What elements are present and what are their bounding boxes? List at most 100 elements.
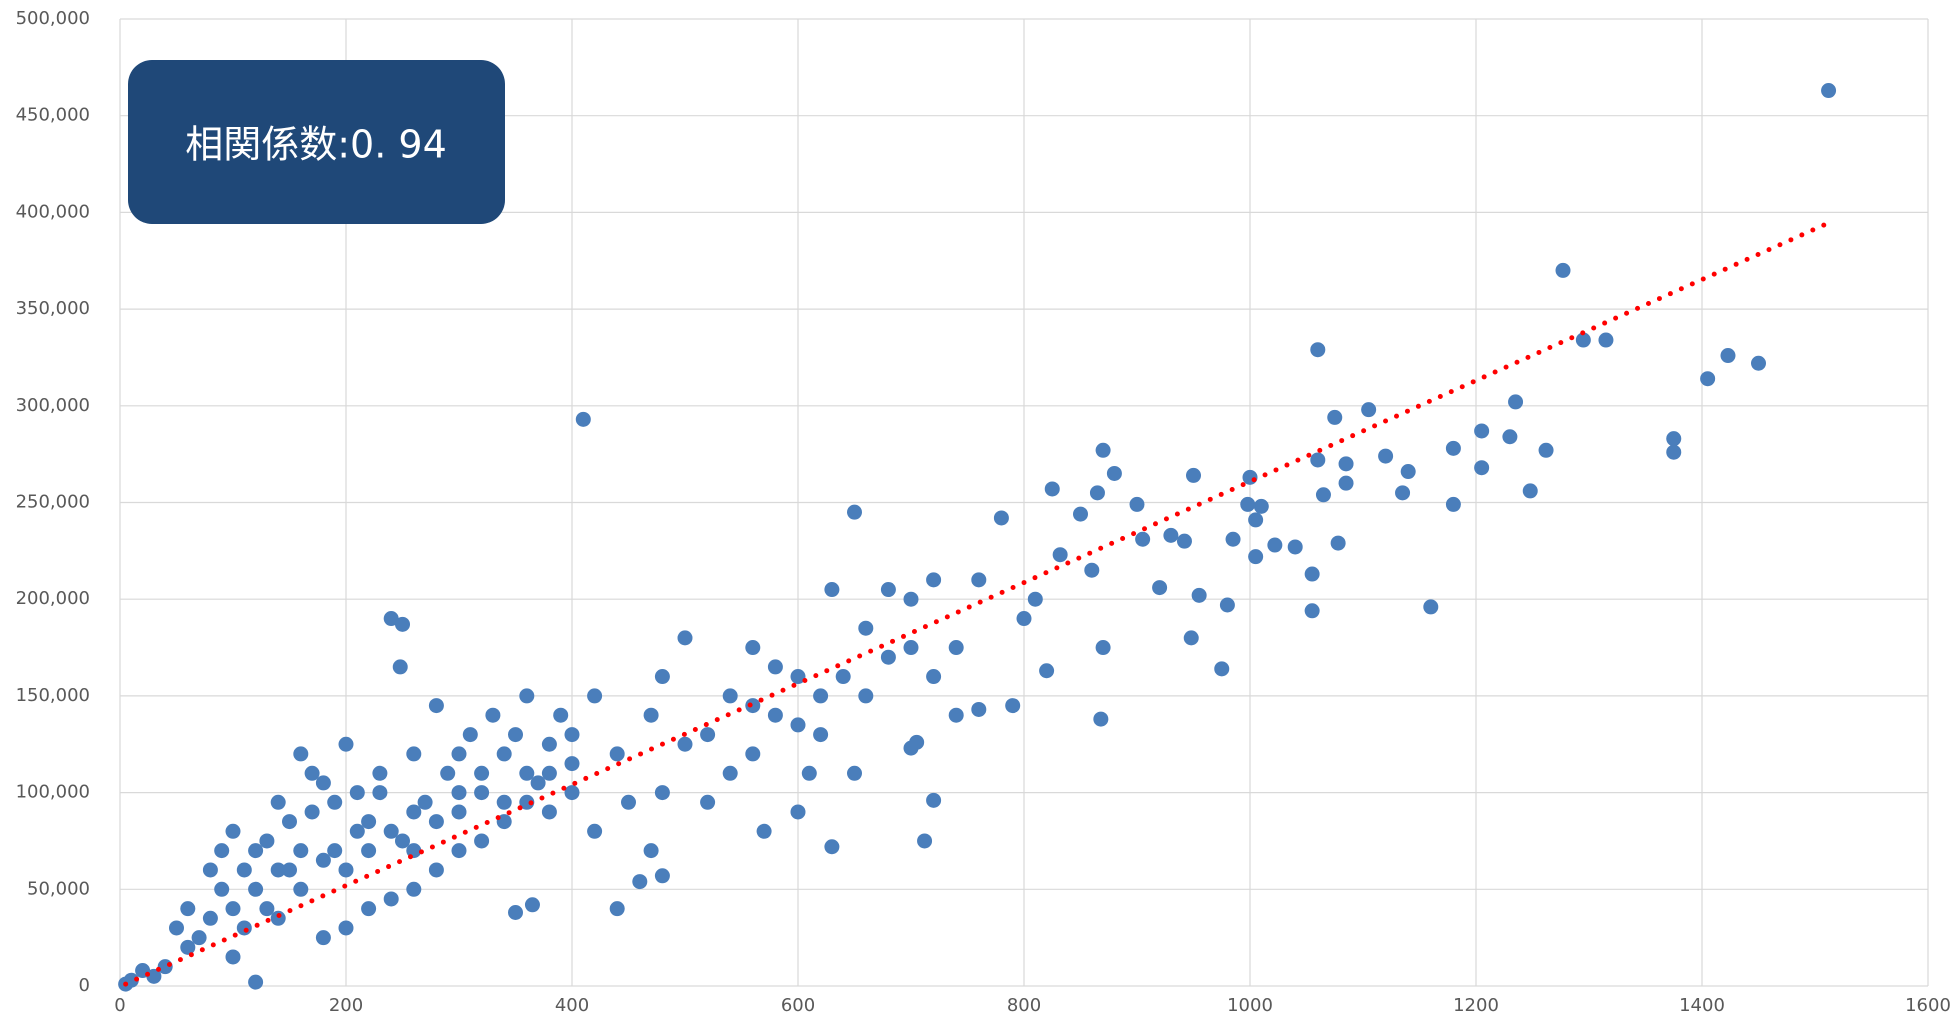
point xyxy=(270,862,286,878)
point xyxy=(847,765,862,781)
point xyxy=(1423,599,1439,615)
point xyxy=(1327,409,1343,425)
point xyxy=(926,572,942,588)
point xyxy=(191,930,207,946)
point xyxy=(428,862,444,878)
point xyxy=(587,823,603,839)
point xyxy=(236,920,252,936)
point xyxy=(801,765,817,781)
point xyxy=(327,843,343,859)
point xyxy=(824,839,840,855)
point xyxy=(1575,332,1591,348)
point xyxy=(259,901,275,917)
trendline xyxy=(123,221,1829,987)
point xyxy=(248,843,264,859)
point xyxy=(1084,562,1100,578)
point xyxy=(248,974,264,990)
point xyxy=(541,736,557,752)
y-tick-label: 200,000 xyxy=(16,588,90,609)
point xyxy=(745,640,761,656)
point xyxy=(1027,591,1043,607)
point xyxy=(1666,431,1682,447)
point xyxy=(406,804,422,820)
point xyxy=(909,734,925,750)
point xyxy=(395,616,410,632)
point xyxy=(1287,539,1303,555)
point xyxy=(428,814,444,830)
y-tick-label: 0 xyxy=(79,975,90,996)
point xyxy=(745,698,761,714)
y-tick-label: 400,000 xyxy=(16,201,90,222)
point xyxy=(813,688,829,704)
point xyxy=(327,794,343,810)
point xyxy=(677,736,693,752)
point xyxy=(917,833,933,849)
x-tick-label: 800 xyxy=(1007,995,1041,1016)
point xyxy=(1315,487,1331,503)
point xyxy=(858,620,874,636)
point xyxy=(508,905,523,921)
point xyxy=(1304,603,1320,619)
point xyxy=(372,785,388,801)
point xyxy=(971,572,987,588)
point xyxy=(180,901,196,917)
point xyxy=(1186,467,1201,483)
point xyxy=(372,765,388,781)
point xyxy=(1242,469,1258,485)
point xyxy=(1474,423,1490,439)
point xyxy=(225,901,241,917)
point xyxy=(654,785,670,801)
point xyxy=(169,920,184,936)
point xyxy=(722,765,738,781)
point xyxy=(575,411,591,427)
y-tick-label: 300,000 xyxy=(16,395,90,416)
point xyxy=(259,833,275,849)
point xyxy=(474,785,490,801)
point xyxy=(926,792,942,808)
point xyxy=(654,669,670,685)
point xyxy=(813,727,829,743)
point xyxy=(1135,531,1151,547)
point xyxy=(202,862,218,878)
point xyxy=(609,901,625,917)
point xyxy=(406,746,422,762)
point xyxy=(790,804,806,820)
point xyxy=(553,707,569,723)
point xyxy=(361,814,377,830)
point xyxy=(1400,464,1416,480)
point xyxy=(315,930,331,946)
point xyxy=(225,949,241,965)
point xyxy=(971,701,987,717)
point xyxy=(564,727,580,743)
point xyxy=(1310,342,1326,358)
point xyxy=(440,765,456,781)
point xyxy=(700,727,716,743)
point xyxy=(926,669,942,685)
point xyxy=(519,688,535,704)
point xyxy=(1304,566,1320,582)
point xyxy=(496,746,512,762)
point xyxy=(700,794,716,810)
point xyxy=(519,765,535,781)
point xyxy=(496,794,512,810)
point xyxy=(1522,483,1538,499)
point xyxy=(756,823,772,839)
annotation-box xyxy=(128,60,505,224)
y-tick-label: 500,000 xyxy=(16,8,90,29)
point xyxy=(236,862,252,878)
point xyxy=(609,746,625,762)
point xyxy=(643,843,659,859)
point xyxy=(383,891,399,907)
point xyxy=(1152,580,1168,596)
point xyxy=(383,823,399,839)
point xyxy=(1191,587,1207,603)
point xyxy=(1310,452,1326,468)
point xyxy=(315,852,331,868)
point xyxy=(293,843,309,859)
point xyxy=(847,504,862,520)
point xyxy=(1508,394,1524,410)
point xyxy=(1005,698,1021,714)
point xyxy=(1538,442,1554,458)
point xyxy=(214,881,230,897)
